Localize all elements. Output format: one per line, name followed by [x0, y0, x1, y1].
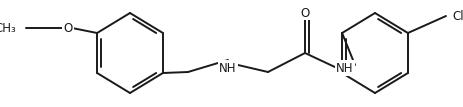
Text: NH: NH	[336, 62, 354, 74]
Text: NH: NH	[219, 62, 237, 74]
Text: CH₃: CH₃	[0, 22, 16, 34]
Text: O: O	[63, 22, 73, 34]
Text: O: O	[300, 7, 310, 19]
Text: Cl: Cl	[452, 10, 463, 22]
